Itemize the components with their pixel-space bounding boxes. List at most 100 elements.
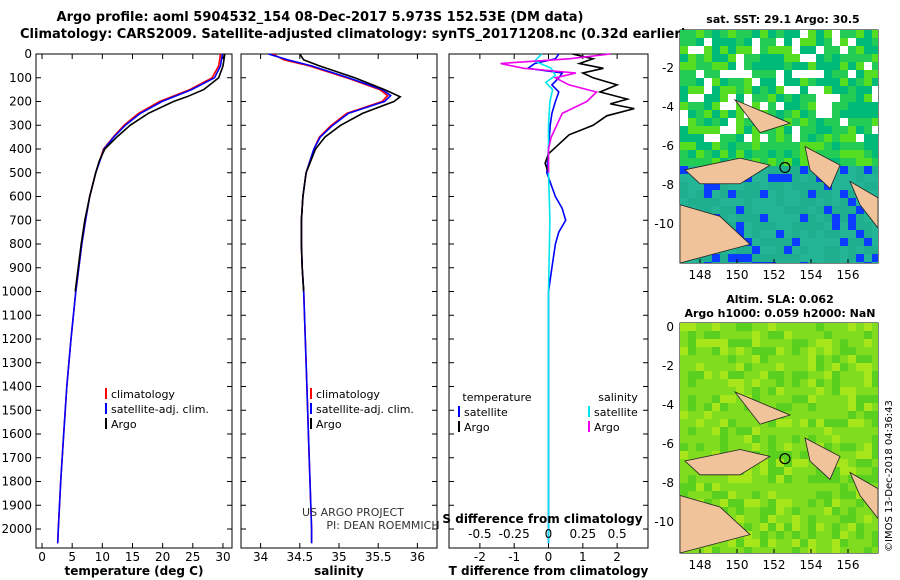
map-cell	[680, 62, 688, 70]
map-cell	[840, 515, 848, 523]
map-cell	[792, 182, 800, 190]
map-cell	[792, 254, 800, 262]
map-cell	[840, 262, 848, 263]
x-tick-label: 34	[253, 550, 268, 564]
map-cell	[760, 94, 768, 102]
map-cell	[872, 222, 878, 230]
x-tick-label: 35	[331, 550, 346, 564]
map-cell	[752, 126, 760, 134]
map-cell	[824, 331, 832, 339]
top-x-tick-label: -0.5	[468, 527, 491, 541]
map-cell	[816, 166, 824, 174]
map-cell	[864, 531, 872, 539]
map-cell	[832, 387, 840, 395]
map-cell	[760, 134, 768, 142]
annotation-pi: PI: DEAN ROEMMICH	[326, 519, 439, 532]
map-cell	[760, 158, 768, 166]
map-cell	[840, 499, 848, 507]
map-cell	[720, 182, 728, 190]
map-cell	[816, 379, 824, 387]
map-cell	[864, 190, 872, 198]
map-cell	[792, 150, 800, 158]
map-cell	[784, 214, 792, 222]
map-cell	[744, 363, 752, 371]
map-cell	[752, 230, 760, 238]
map-cell	[720, 46, 728, 54]
map-cell	[776, 182, 784, 190]
map-cell	[768, 238, 776, 246]
map-cell	[800, 467, 808, 475]
map-cell	[808, 419, 816, 427]
map-cell	[728, 467, 736, 475]
map-cell	[832, 174, 840, 182]
map-cell	[824, 347, 832, 355]
map-cell	[848, 38, 856, 46]
map-cell	[736, 110, 744, 118]
map-cell	[696, 419, 704, 427]
map-cell	[744, 54, 752, 62]
map-cell	[784, 443, 792, 451]
map-cell	[816, 499, 824, 507]
map-cell	[792, 427, 800, 435]
y-tick-label: 500	[9, 166, 32, 180]
y-tick-label: 1500	[1, 403, 32, 417]
map-cell	[784, 459, 792, 467]
map-cell	[704, 531, 712, 539]
map-cell	[848, 126, 856, 134]
map-cell	[704, 86, 712, 94]
map-cell	[848, 347, 856, 355]
map-cell	[856, 110, 864, 118]
map-cell	[856, 46, 864, 54]
map-cell	[704, 363, 712, 371]
map-cell	[696, 483, 704, 491]
map-cell	[752, 339, 760, 347]
map-cell	[680, 523, 688, 531]
map-cell	[800, 230, 808, 238]
map-cell	[840, 166, 848, 174]
map-cell	[872, 238, 878, 246]
map-cell	[680, 371, 688, 379]
y-tick-label: 800	[9, 237, 32, 251]
map-cell	[760, 475, 768, 483]
map-lon-label: 148	[689, 268, 712, 282]
map-cell	[768, 523, 776, 531]
map-cell	[864, 323, 872, 331]
map-cell	[744, 262, 752, 263]
map-cell	[680, 78, 688, 86]
map-cell	[824, 323, 832, 331]
map-cell	[848, 158, 856, 166]
map-cell	[720, 419, 728, 427]
map-cell	[856, 403, 864, 411]
map-cell	[736, 54, 744, 62]
map-cell	[784, 78, 792, 86]
map-cell	[840, 547, 848, 553]
map-cell	[872, 379, 878, 387]
map-cell	[872, 262, 878, 263]
map-cell	[688, 222, 696, 230]
map-cell	[864, 262, 872, 263]
map-cell	[792, 214, 800, 222]
x-tick-label: 34.5	[286, 550, 313, 564]
map-cell	[744, 419, 752, 427]
map-cell	[712, 451, 720, 459]
map-cell	[832, 38, 840, 46]
map-cell	[840, 246, 848, 254]
map-cell	[808, 483, 816, 491]
map-cell	[728, 30, 736, 38]
map-cell	[736, 379, 744, 387]
map-cell	[760, 435, 768, 443]
plot-frame-differences	[448, 53, 649, 549]
series-line-argo	[299, 53, 402, 292]
map-cell	[864, 515, 872, 523]
map-cell	[680, 70, 688, 78]
map-cell	[856, 515, 864, 523]
map-cell	[840, 491, 848, 499]
map-cell	[792, 395, 800, 403]
map-cell	[848, 70, 856, 78]
map-cell	[680, 118, 688, 126]
map-cell	[680, 142, 688, 150]
map-cell	[744, 427, 752, 435]
map-cell	[840, 531, 848, 539]
map-cell	[864, 142, 872, 150]
map-cell	[872, 499, 878, 507]
